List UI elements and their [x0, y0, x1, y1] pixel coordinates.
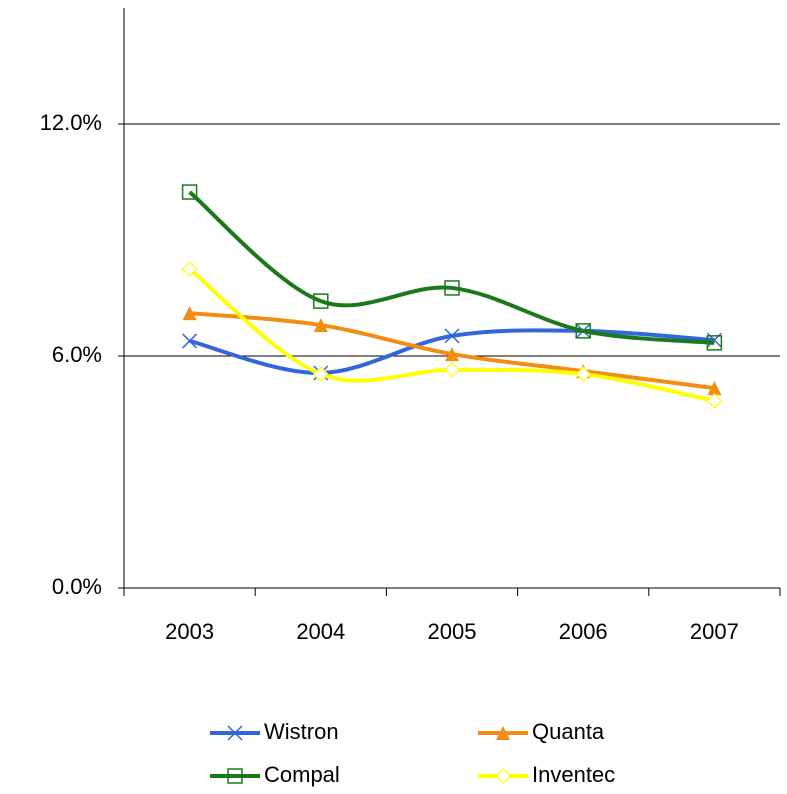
- legend-label: Quanta: [532, 719, 605, 744]
- y-tick-label: 0.0%: [52, 574, 102, 599]
- marker: [706, 393, 723, 409]
- marker: [707, 381, 722, 396]
- legend-label: Wistron: [264, 719, 339, 744]
- marker: [444, 280, 460, 296]
- legend-label: Compal: [264, 762, 340, 787]
- marker: [444, 362, 460, 378]
- marker: [495, 768, 511, 784]
- marker: [312, 366, 329, 383]
- marker: [445, 347, 459, 362]
- marker: [227, 768, 243, 784]
- marker: [444, 328, 460, 344]
- marker: [227, 725, 243, 741]
- legend-label: Inventec: [532, 762, 615, 787]
- marker: [706, 335, 723, 351]
- marker: [181, 184, 198, 200]
- marker: [496, 726, 510, 740]
- marker: [575, 366, 592, 383]
- marker: [182, 306, 197, 321]
- marker: [182, 333, 198, 349]
- x-tick-label: 2003: [165, 619, 214, 644]
- series-line: [188, 190, 715, 345]
- marker: [181, 261, 198, 277]
- x-tick-label: 2004: [296, 619, 345, 644]
- x-tick-label: 2006: [559, 619, 608, 644]
- y-tick-label: 12.0%: [40, 110, 102, 135]
- x-tick-label: 2007: [690, 619, 739, 644]
- x-tick-label: 2005: [428, 619, 477, 644]
- marker: [313, 318, 328, 333]
- marker: [313, 293, 329, 309]
- marker: [575, 323, 591, 339]
- y-tick-label: 6.0%: [52, 342, 102, 367]
